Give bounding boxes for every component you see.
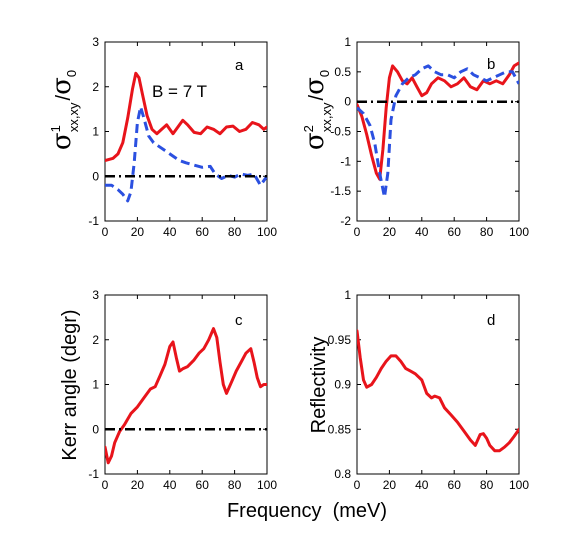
panel-b-ytick-label: -1.5 — [330, 184, 351, 198]
panel-a-xtick-label: 40 — [163, 225, 177, 239]
panel-a-xtick-label: 100 — [257, 225, 277, 239]
panel-b-series-solid-line — [357, 61, 519, 181]
panel-a-xtick-label: 60 — [196, 225, 210, 239]
panel-d-xtick-label: 40 — [415, 478, 429, 492]
panel-c-ytick-label: 2 — [92, 333, 99, 347]
panel-a-xtick-label: 80 — [228, 225, 242, 239]
panel-a-series-solid-line — [105, 71, 267, 163]
panel-d-xtick-label: 20 — [383, 478, 397, 492]
panel-a-ytick-label: 0 — [92, 169, 99, 183]
panel-a-ylabel: σ1 xx,xy/σ0 — [47, 70, 81, 150]
panel-d-xtick-label: 60 — [448, 478, 462, 492]
panel-c-ytick-label: 1 — [92, 378, 99, 392]
panel-c-xtick-label: 80 — [228, 478, 242, 492]
panel-c-xtick-label: 0 — [102, 478, 109, 492]
panel-a-xtick-label: 0 — [102, 225, 109, 239]
panel-c-xtick-label: 60 — [196, 478, 210, 492]
x-axis-label: Frequency (meV) — [227, 500, 387, 522]
panel-d: 0 20 40 60 80 100 0.8 0.85 0.9 0.95 1 — [328, 288, 530, 492]
panel-a-annotation: B = 7 T — [152, 82, 207, 101]
panel-a-series-dashed-line — [105, 105, 267, 203]
panel-c-ytick-label: 0 — [92, 422, 99, 436]
panel-c-xtick-label: 100 — [257, 478, 277, 492]
panel-d-ytick-label: 0.8 — [334, 467, 351, 481]
panel-b-letter: b — [487, 56, 495, 73]
panel-d-series-solid-line — [357, 329, 519, 453]
panel-b: 0 20 40 60 80 100 -2 -1.5 -1 -0.5 0 0.5 1 — [330, 35, 529, 239]
panel-c-ytick-label: 3 — [92, 288, 99, 302]
panel-b-xtick-label: 60 — [448, 225, 462, 239]
panel-b-xtick-label: 40 — [415, 225, 429, 239]
panel-d-xtick-label: 100 — [509, 478, 529, 492]
panel-c-xtick-label: 40 — [163, 478, 177, 492]
panel-b-ylabel: σ2 xx,xy/σ0 — [300, 70, 334, 150]
panel-a-ytick-label: 2 — [92, 80, 99, 94]
panel-c-xtick-label: 20 — [131, 478, 145, 492]
panel-a-ytick-label: 1 — [92, 125, 99, 139]
panel-a-ytick-label: 3 — [92, 35, 99, 49]
panel-d-xtick-label: 80 — [480, 478, 494, 492]
panel-b-xtick-label: 80 — [480, 225, 494, 239]
panel-a-letter: a — [235, 57, 244, 74]
panel-b-ytick-label: -1 — [340, 154, 351, 168]
panel-d-ytick-label: 0.85 — [328, 422, 352, 436]
panel-c-letter: c — [235, 312, 243, 329]
panel-d-letter: d — [487, 312, 495, 329]
panel-b-ytick-label: 1 — [344, 35, 351, 49]
panel-b-ytick-label: 0.5 — [334, 65, 351, 79]
panel-b-ytick-label: -2 — [340, 214, 351, 228]
panel-d-ytick-label: 0.95 — [328, 333, 352, 347]
panel-d-ylabel: Reflectivity — [308, 337, 330, 434]
panel-c-axes-frame — [104, 294, 268, 475]
panel-a-ytick-label: -1 — [88, 214, 99, 228]
panel-a-xtick-label: 20 — [131, 225, 145, 239]
panel-b-xtick-label: 20 — [383, 225, 397, 239]
panel-d-ytick-label: 1 — [344, 288, 351, 302]
panel-c-ytick-label: -1 — [88, 467, 99, 481]
panel-c-series-solid-line — [105, 327, 267, 465]
panel-d-xtick-label: 0 — [354, 478, 361, 492]
panel-b-xtick-label: 0 — [354, 225, 361, 239]
panel-d-ytick-label: 0.9 — [334, 378, 351, 392]
panel-c-ylabel: Kerr angle (degr) — [59, 309, 81, 460]
panel-b-ytick-label: 0 — [344, 95, 351, 109]
panel-b-series-dashed-line — [357, 64, 519, 199]
panel-b-xtick-label: 100 — [509, 225, 529, 239]
panel-b-ytick-label: -0.5 — [330, 125, 351, 139]
